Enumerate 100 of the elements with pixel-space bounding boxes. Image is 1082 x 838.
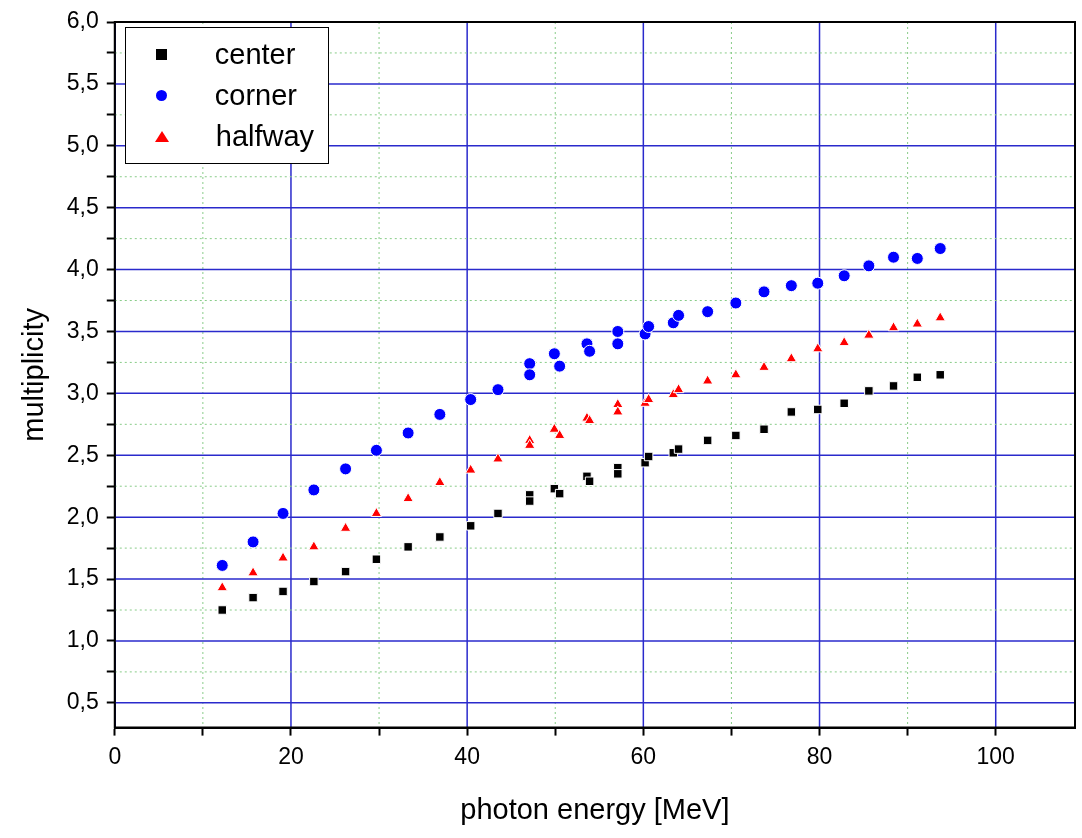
point — [401, 426, 415, 440]
y-tick-label: 4,0 — [66, 254, 99, 281]
point — [464, 393, 478, 407]
point — [888, 381, 899, 391]
point — [611, 337, 625, 351]
point — [491, 383, 505, 397]
point — [308, 540, 320, 551]
point — [786, 407, 797, 417]
point — [402, 492, 414, 503]
point — [340, 566, 351, 577]
x-axis-title: photon energy [MeV] — [460, 792, 730, 825]
point — [730, 368, 742, 379]
point — [246, 535, 260, 549]
point — [758, 360, 770, 371]
point — [642, 320, 656, 334]
point — [247, 566, 259, 577]
point — [277, 551, 289, 562]
y-tick-label: 5,5 — [66, 69, 99, 96]
point — [911, 317, 924, 328]
point — [215, 558, 229, 572]
point — [553, 359, 567, 373]
y-tick-label: 2,0 — [66, 502, 99, 529]
point — [642, 393, 655, 404]
point — [643, 451, 654, 462]
y-tick-label: 2,5 — [66, 440, 99, 467]
point — [672, 383, 685, 394]
point — [584, 476, 595, 486]
point — [862, 259, 876, 273]
y-axis-title: multiplicity — [17, 307, 50, 442]
point — [339, 521, 352, 532]
point — [434, 476, 446, 486]
legend-label: corner — [214, 78, 297, 113]
x-tick-label: 100 — [976, 742, 1015, 769]
point — [554, 488, 565, 499]
point — [757, 285, 771, 299]
point — [613, 469, 623, 479]
y-tick-label: 3,0 — [66, 378, 99, 405]
point — [464, 463, 477, 474]
point — [433, 407, 447, 421]
point — [701, 374, 714, 385]
y-tick-label: 1,5 — [66, 564, 99, 591]
point — [864, 386, 874, 396]
point — [611, 324, 625, 338]
point — [524, 496, 535, 506]
point — [248, 592, 258, 603]
point — [731, 430, 741, 441]
legend-label: center — [214, 37, 296, 72]
x-tick-label: 0 — [108, 742, 122, 769]
point — [934, 311, 946, 322]
point — [701, 305, 715, 319]
point — [887, 250, 901, 264]
point — [523, 357, 537, 371]
point — [307, 483, 321, 497]
point — [278, 586, 288, 597]
x-tick-label: 20 — [278, 742, 304, 769]
point — [673, 444, 684, 454]
point — [811, 276, 825, 290]
y-tick-label: 1,0 — [66, 626, 99, 653]
point — [933, 242, 947, 256]
point — [339, 462, 353, 476]
point — [839, 398, 849, 409]
point — [523, 368, 537, 382]
point — [370, 506, 383, 517]
point — [838, 336, 850, 347]
point — [465, 521, 476, 531]
x-tick-label: 60 — [630, 742, 657, 769]
point — [784, 279, 798, 293]
point — [435, 532, 445, 542]
point — [371, 554, 382, 564]
point — [702, 435, 713, 446]
point — [524, 438, 536, 449]
point — [785, 352, 798, 363]
point — [403, 542, 413, 552]
point — [887, 321, 900, 332]
point — [612, 405, 624, 416]
x-tick-label: 40 — [454, 742, 480, 769]
point — [812, 342, 824, 353]
y-tick-label: 0,5 — [66, 688, 99, 715]
point — [759, 424, 769, 435]
point — [217, 605, 227, 615]
legend-label: halfway — [215, 119, 315, 154]
point — [729, 296, 743, 310]
point — [935, 370, 945, 380]
point — [309, 576, 319, 587]
point — [672, 308, 686, 322]
point — [547, 347, 561, 361]
point — [910, 251, 924, 265]
point — [492, 452, 504, 463]
point — [863, 328, 875, 339]
point — [813, 404, 823, 415]
point — [583, 344, 597, 358]
point — [369, 443, 383, 457]
point — [276, 506, 290, 520]
x-tick-label: 80 — [806, 742, 833, 769]
point — [216, 581, 228, 592]
y-tick-label: 4,5 — [66, 193, 99, 220]
point — [837, 269, 851, 283]
point — [912, 372, 923, 383]
y-tick-label: 5,0 — [66, 131, 99, 158]
point — [553, 428, 566, 439]
